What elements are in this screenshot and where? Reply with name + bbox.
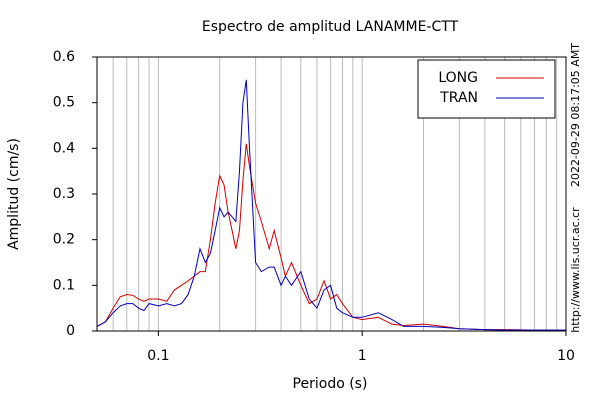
y-tick-label: 0.5 — [53, 95, 75, 111]
y-tick-label: 0.4 — [53, 140, 75, 156]
series-line — [96, 143, 566, 331]
x-tick-label: 0.1 — [147, 348, 169, 364]
legend-box — [417, 59, 556, 119]
x-axis-label: Periodo (s) — [293, 376, 368, 392]
series-line — [96, 79, 566, 331]
y-tick-label: 0 — [66, 323, 75, 339]
source-url: http://www.lis.ucr.ac.cr — [569, 207, 582, 333]
timestamp: 2022-09-29 08:17:05 AMT — [569, 43, 582, 187]
legend-label: LONG — [438, 70, 478, 86]
y-axis-label: Amplitud (cm/s) — [6, 138, 22, 250]
y-tick-label: 0.1 — [53, 277, 75, 293]
chart-title: Espectro de amplitud LANAMME-CTT — [202, 19, 459, 35]
y-tick-label: 0.6 — [53, 49, 75, 65]
x-tick-label: 10 — [557, 348, 575, 364]
legend-label: TRAN — [439, 90, 478, 106]
lines — [96, 79, 566, 331]
y-tick-label: 0.3 — [53, 186, 75, 202]
x-tick-label: 1 — [358, 348, 367, 364]
legend: LONG TRAN — [417, 59, 556, 119]
y-tick-label: 0.2 — [53, 232, 75, 248]
